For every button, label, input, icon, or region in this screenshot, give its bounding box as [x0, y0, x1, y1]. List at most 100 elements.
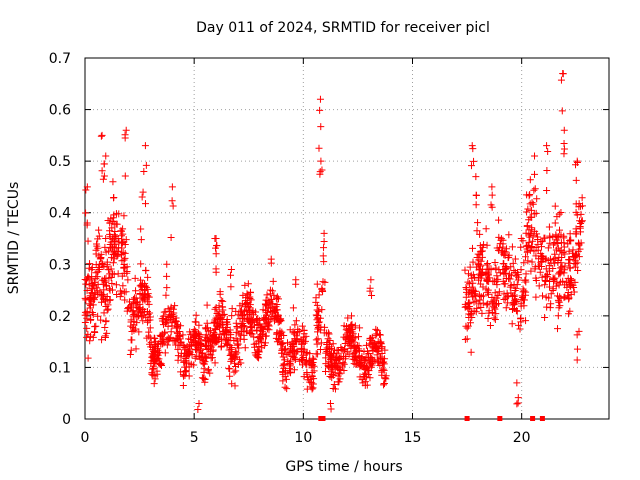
data-point: [145, 300, 153, 308]
data-point: [95, 232, 103, 240]
data-point: [280, 346, 288, 354]
data-point: [292, 280, 300, 288]
data-point: [516, 325, 524, 333]
data-point: [212, 268, 220, 276]
data-point: [495, 288, 503, 296]
data-point: [289, 304, 297, 312]
data-point: [578, 194, 586, 202]
data-point: [462, 284, 470, 292]
data-point: [526, 176, 534, 184]
data-point: [491, 315, 499, 323]
data-point: [547, 300, 555, 308]
data-point: [367, 276, 375, 284]
data-point: [546, 255, 554, 263]
data-point: [185, 335, 193, 343]
y-tick-label: 0.2: [49, 309, 71, 325]
data-point: [256, 320, 264, 328]
data-point: [522, 288, 530, 296]
data-point: [204, 365, 212, 373]
data-point: [214, 311, 222, 319]
data-point: [185, 347, 193, 355]
data-point: [246, 307, 254, 315]
data-point: [366, 284, 374, 292]
data-point: [308, 372, 316, 380]
data-point: [535, 255, 543, 263]
data-point: [572, 176, 580, 184]
data-point: [573, 331, 581, 339]
data-point: [493, 281, 501, 289]
data-point: [526, 233, 534, 241]
data-point: [127, 301, 135, 309]
data-point: [254, 315, 262, 323]
data-point: [96, 288, 104, 296]
y-tick-label: 0.6: [49, 103, 71, 119]
data-point: [468, 283, 476, 291]
y-tick-label: 0.1: [49, 360, 71, 376]
data-point: [339, 359, 347, 367]
data-point: [463, 324, 471, 332]
data-point: [193, 352, 201, 360]
data-point: [218, 312, 226, 320]
data-point: [161, 349, 169, 357]
data-point: [241, 281, 249, 289]
data-point: [227, 331, 235, 339]
data-point: [278, 328, 286, 336]
data-point: [546, 239, 554, 247]
x-tick-label: 0: [81, 430, 90, 446]
data-point: [484, 300, 492, 308]
plot-frame: [84, 57, 610, 420]
data-point: [310, 355, 318, 363]
data-point: [309, 354, 317, 362]
data-point: [118, 239, 126, 247]
y-tick-label: 0.4: [49, 206, 71, 222]
data-point: [257, 323, 265, 331]
data-point: [106, 296, 114, 304]
data-point: [525, 229, 533, 237]
data-point: [191, 337, 199, 345]
data-point: [223, 341, 231, 349]
data-point: [235, 344, 243, 352]
data-point: [575, 253, 583, 261]
data-point: [554, 240, 562, 248]
data-point: [195, 348, 203, 356]
data-point: [213, 322, 221, 330]
bad-data-marker: [320, 416, 326, 421]
data-point: [271, 314, 279, 322]
data-point: [286, 362, 294, 370]
data-point: [577, 228, 585, 236]
data-point: [551, 238, 559, 246]
data-point: [241, 344, 249, 352]
data-point: [250, 340, 258, 348]
data-point: [194, 405, 202, 413]
data-point: [269, 277, 277, 285]
data-point: [127, 346, 135, 354]
data-point: [157, 332, 165, 340]
data-point: [238, 306, 246, 314]
data-point: [82, 280, 90, 288]
data-point: [557, 264, 565, 272]
data-point: [543, 187, 551, 195]
data-point: [560, 145, 568, 153]
data-point: [467, 162, 475, 170]
data-point: [486, 322, 494, 330]
data-point: [86, 260, 94, 268]
data-point: [517, 302, 525, 310]
data-point: [97, 316, 105, 324]
data-point: [102, 317, 110, 325]
data-point: [106, 286, 114, 294]
data-point: [327, 368, 335, 376]
data-point: [276, 318, 284, 326]
data-point: [477, 303, 485, 311]
data-point: [573, 345, 581, 353]
data-point: [121, 172, 129, 180]
data-point: [291, 350, 299, 358]
data-point: [480, 241, 488, 249]
data-point: [574, 247, 582, 255]
data-point: [122, 236, 130, 244]
data-point: [313, 280, 321, 288]
data-point: [163, 260, 171, 268]
data-point: [204, 327, 212, 335]
data-point: [219, 306, 227, 314]
data-point: [109, 259, 117, 267]
data-point: [254, 353, 262, 361]
